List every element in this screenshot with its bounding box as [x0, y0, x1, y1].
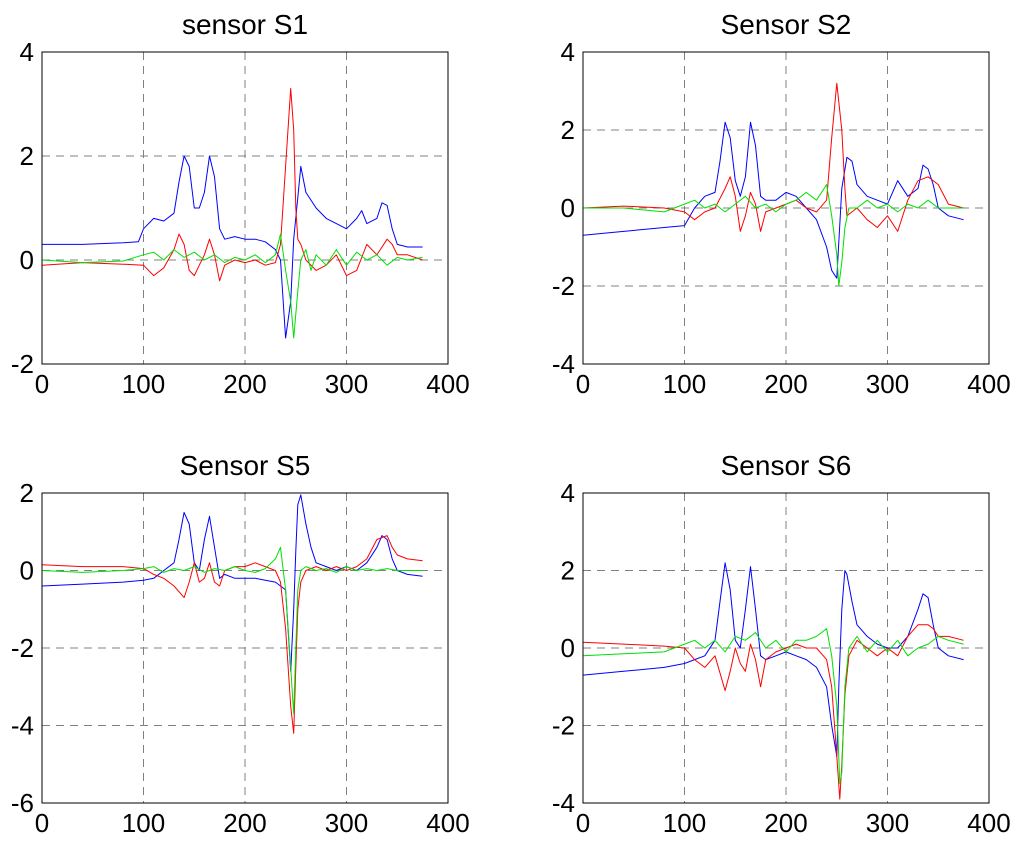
y-tick-label: -4 [11, 711, 34, 741]
series-line-3 [583, 184, 964, 287]
series-line-1 [41, 494, 423, 672]
y-tick-label: 4 [561, 478, 575, 508]
x-tick-label: 0 [35, 369, 49, 399]
y-tick-label: 2 [20, 478, 34, 508]
series-line-3 [41, 233, 423, 339]
y-tick-label: 2 [561, 115, 575, 145]
x-tick-label: 300 [325, 808, 368, 838]
x-tick-label: 0 [35, 808, 49, 838]
y-tick-label: 2 [561, 556, 575, 586]
x-tick-label: 100 [663, 369, 706, 399]
x-tick-label: 300 [325, 369, 368, 399]
y-tick-label: 0 [20, 245, 34, 275]
x-tick-label: 100 [122, 808, 165, 838]
series-line-3 [41, 546, 423, 715]
x-tick-label: 400 [967, 369, 1010, 399]
x-tick-label: 300 [866, 369, 909, 399]
y-tick-label: -6 [11, 788, 34, 818]
chart-sensor-s5: Sensor S5 0 100 200 300 400 -6 -4 -2 0 2 [11, 450, 470, 838]
chart-sensor-s6: Sensor S6 0 100 200 300 400 -4 -2 0 2 4 [552, 450, 1011, 838]
plot-frame [41, 492, 449, 804]
series-line-2 [41, 535, 423, 734]
y-tick-label: 0 [561, 193, 575, 223]
x-tick-label: 400 [426, 369, 469, 399]
series-line-2 [582, 624, 964, 800]
y-tick-label: 2 [20, 141, 34, 171]
chart-sensor-s2: Sensor S2 0 100 200 300 400 -4 -2 0 2 4 [552, 9, 1011, 399]
series-line-2 [41, 87, 423, 282]
y-tick-label: 4 [561, 37, 575, 67]
x-tick-label: 0 [576, 369, 590, 399]
y-tick-label: 4 [20, 37, 34, 67]
chart-title: sensor S1 [182, 9, 308, 40]
x-tick-label: 0 [576, 808, 590, 838]
chart-title: Sensor S5 [180, 450, 311, 481]
series-line-3 [582, 628, 964, 785]
x-tick-label: 100 [663, 808, 706, 838]
y-tick-label: -2 [11, 349, 34, 379]
y-tick-label: -2 [552, 271, 575, 301]
series-line-1 [42, 155, 423, 339]
plot-frame [582, 51, 990, 365]
x-tick-label: 200 [764, 808, 807, 838]
x-tick-label: 200 [764, 369, 807, 399]
plot-frame [41, 51, 449, 365]
y-tick-label: -4 [552, 349, 575, 379]
y-tick-label: -2 [11, 633, 34, 663]
chart-title: Sensor S2 [721, 9, 852, 40]
x-tick-label: 400 [967, 808, 1010, 838]
x-tick-label: 400 [426, 808, 469, 838]
y-tick-label: -4 [552, 788, 575, 818]
y-tick-label: 0 [20, 556, 34, 586]
x-tick-label: 200 [223, 369, 266, 399]
x-tick-label: 100 [122, 369, 165, 399]
series-line-1 [582, 562, 964, 757]
x-tick-label: 300 [866, 808, 909, 838]
series-line-1 [582, 121, 964, 279]
series-line-2 [582, 82, 964, 232]
plot-frame [582, 492, 990, 804]
x-tick-label: 200 [223, 808, 266, 838]
y-tick-label: -2 [552, 711, 575, 741]
chart-title: Sensor S6 [721, 450, 852, 481]
y-tick-label: 0 [561, 633, 575, 663]
